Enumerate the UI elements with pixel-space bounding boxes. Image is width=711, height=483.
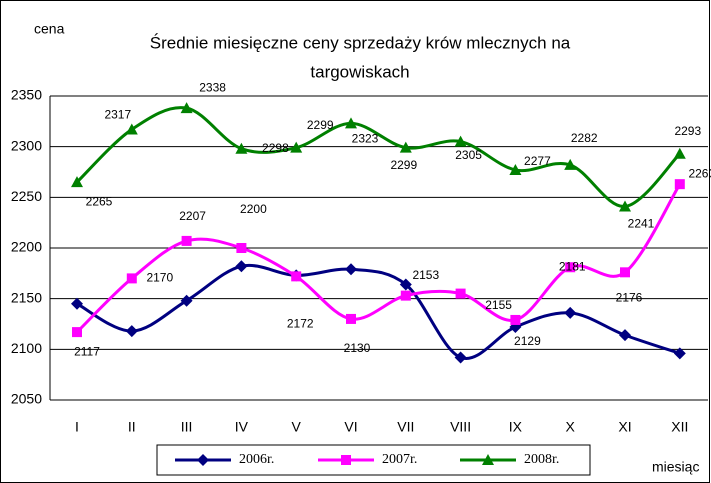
- marker: [564, 306, 577, 319]
- marker: [400, 290, 411, 301]
- data-label: 2181: [559, 259, 586, 273]
- data-label: 2129: [514, 334, 541, 348]
- y-tick-label: 2350: [11, 87, 42, 103]
- marker: [125, 123, 138, 135]
- y-tick-label: 2100: [11, 340, 42, 356]
- marker: [235, 260, 248, 273]
- x-tick-label: II: [128, 419, 136, 435]
- series-line: [75, 183, 682, 334]
- x-tick-label: VIII: [450, 419, 471, 435]
- marker: [673, 147, 686, 159]
- legend-label: 2008r.: [524, 452, 559, 467]
- marker: [674, 179, 685, 190]
- marker: [291, 271, 302, 282]
- x-tick-label: I: [75, 419, 79, 435]
- data-label: 2299: [307, 118, 334, 132]
- y-tick-label: 2200: [11, 239, 42, 255]
- data-label: 2241: [628, 217, 655, 231]
- x-tick-label: IX: [509, 419, 523, 435]
- data-label: 2299: [390, 158, 417, 172]
- x-tick-label: III: [181, 419, 193, 435]
- marker: [180, 102, 193, 114]
- y-axis-label: cena: [34, 21, 65, 37]
- marker: [345, 117, 357, 129]
- data-label: 2323: [352, 132, 379, 146]
- data-label: 2277: [524, 154, 551, 168]
- marker: [72, 327, 82, 338]
- data-label: 2265: [86, 194, 113, 208]
- x-tick-label: X: [566, 419, 576, 435]
- x-tick-label: V: [292, 419, 302, 435]
- marker: [510, 314, 521, 325]
- data-label: 2172: [287, 317, 314, 331]
- marker: [181, 235, 192, 246]
- x-tick-label: IV: [235, 419, 249, 435]
- marker: [125, 325, 138, 338]
- marker: [399, 278, 412, 291]
- chart-title: Średnie miesięczne ceny sprzedaży krów m…: [150, 33, 571, 52]
- legend-label: 2006r.: [239, 452, 274, 467]
- x-tick-label: XII: [671, 419, 688, 435]
- marker: [341, 455, 351, 465]
- marker: [619, 329, 631, 342]
- marker: [345, 263, 357, 276]
- chart-title: targowiskach: [310, 62, 409, 81]
- data-label: 2176: [616, 290, 643, 304]
- marker: [455, 288, 466, 299]
- data-label: 2305: [455, 148, 482, 162]
- y-tick-label: 2300: [11, 137, 42, 153]
- marker: [197, 454, 209, 466]
- y-tick-label: 2250: [11, 188, 42, 204]
- x-axis-label: miesiąc: [652, 459, 699, 475]
- x-tick-label: VI: [344, 419, 357, 435]
- data-label: 2338: [199, 80, 226, 94]
- marker: [126, 273, 137, 284]
- marker: [564, 158, 577, 170]
- data-label: 2282: [571, 131, 598, 145]
- marker: [235, 142, 248, 154]
- data-label: 2130: [344, 341, 371, 355]
- data-label: 2263: [688, 166, 711, 180]
- marker: [673, 347, 686, 360]
- legend-label: 2007r.: [382, 452, 417, 467]
- y-tick-label: 2150: [11, 289, 42, 305]
- x-tick-label: VII: [397, 419, 414, 435]
- marker: [236, 243, 247, 253]
- marker: [454, 135, 467, 147]
- data-label: 2207: [179, 209, 206, 223]
- data-label: 2153: [412, 268, 439, 282]
- marker: [71, 297, 83, 310]
- marker: [509, 163, 522, 175]
- marker: [180, 294, 193, 307]
- y-tick-label: 2050: [11, 391, 42, 407]
- data-label: 2155: [485, 298, 512, 312]
- marker: [454, 351, 467, 364]
- marker: [619, 200, 631, 212]
- data-label: 2200: [240, 202, 267, 216]
- data-label: 2170: [146, 271, 173, 285]
- data-label: 2117: [74, 344, 100, 358]
- marker: [620, 267, 630, 278]
- marker: [71, 176, 83, 188]
- marker: [399, 141, 412, 153]
- marker: [482, 454, 494, 465]
- data-label: 2293: [674, 124, 701, 138]
- x-tick-label: XI: [618, 419, 631, 435]
- data-label: 2298: [262, 141, 289, 155]
- data-label: 2317: [104, 108, 131, 122]
- marker: [346, 313, 356, 324]
- marker: [290, 141, 303, 153]
- marker: [565, 262, 576, 273]
